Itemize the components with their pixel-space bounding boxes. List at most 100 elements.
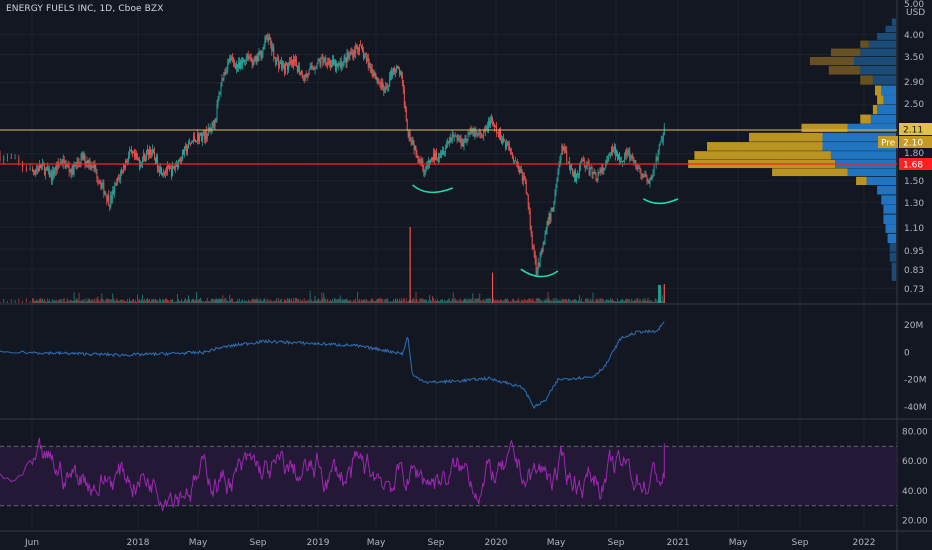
- volume-bar: [260, 299, 262, 303]
- candle-body: [506, 142, 508, 145]
- volume-bar: [584, 298, 586, 303]
- candle-body: [148, 149, 149, 155]
- volume-bar: [209, 301, 211, 303]
- volume-bar: [203, 301, 205, 303]
- volume-bar: [323, 292, 325, 303]
- candle-body: [522, 176, 524, 182]
- candle-body: [613, 150, 615, 153]
- price-tick-label: 0.95: [904, 247, 924, 257]
- volume-bar: [261, 301, 263, 303]
- candle-body: [577, 174, 579, 176]
- candle-body: [572, 169, 574, 174]
- candle-body: [93, 164, 95, 168]
- pre-label-bg: [878, 136, 898, 148]
- horizontal-lines[interactable]: [0, 129, 897, 165]
- pattern-curve[interactable]: [520, 268, 559, 278]
- vp-bar-blue: [860, 48, 896, 57]
- candle-body: [158, 168, 159, 171]
- price-tick-label: 4.00: [904, 31, 924, 41]
- price-tick-label: 1.10: [904, 224, 924, 234]
- volume-bar: [294, 297, 296, 303]
- candle-body: [126, 160, 128, 163]
- candle-body: [519, 169, 521, 173]
- volume-bar: [165, 298, 166, 303]
- candle-body: [525, 181, 527, 194]
- candle-body: [365, 56, 367, 61]
- volume-bar: [77, 300, 79, 303]
- candle-body: [210, 127, 212, 130]
- volume-bar: [345, 299, 347, 303]
- volume-bar: [85, 298, 87, 303]
- candle-body: [623, 160, 625, 162]
- candle-body: [510, 152, 512, 154]
- candle-body: [573, 173, 575, 177]
- volume-bar: [36, 300, 38, 303]
- volume-bar: [632, 301, 634, 303]
- volume-bar: [60, 299, 62, 303]
- candle-body: [366, 58, 368, 61]
- candle-body: [205, 130, 207, 140]
- volume-bar: [205, 300, 207, 303]
- candle-body: [606, 160, 608, 162]
- volume-bar: [167, 299, 168, 303]
- candle-body: [235, 65, 237, 69]
- volume-bar: [611, 300, 613, 303]
- volume-bar: [448, 298, 450, 303]
- volume-bar: [550, 299, 552, 303]
- pre-price-tag-bg: [899, 136, 932, 148]
- candle-body: [590, 167, 592, 169]
- volume-bar: [199, 299, 200, 303]
- volume-bar: [525, 299, 527, 303]
- volume-bar: [207, 300, 209, 303]
- volume-bar: [610, 298, 612, 303]
- candle-body: [564, 146, 566, 153]
- pattern-curve[interactable]: [412, 184, 454, 194]
- candle-body: [548, 213, 550, 225]
- volume-bar: [513, 300, 515, 303]
- volume-bar: [196, 292, 197, 303]
- volume-bar: [232, 298, 234, 303]
- volume-bar: [231, 298, 233, 303]
- candle-body: [10, 157, 12, 159]
- candle-body: [281, 61, 283, 68]
- volume-bar: [64, 301, 66, 303]
- volume-bar: [507, 300, 509, 303]
- candle-body: [139, 159, 140, 167]
- candle-body: [398, 69, 400, 74]
- volume-bar: [528, 298, 530, 303]
- candle-body: [380, 83, 382, 88]
- candle-body: [318, 60, 320, 62]
- candle-body: [217, 99, 219, 105]
- volume-bar: [460, 299, 462, 303]
- candle-body: [503, 140, 505, 142]
- candle-body: [46, 167, 48, 171]
- pattern-curve[interactable]: [643, 198, 679, 205]
- candle-body: [418, 158, 420, 162]
- candle-body: [240, 61, 242, 65]
- volume-bar: [354, 300, 356, 303]
- volume-bar: [422, 298, 424, 303]
- candle-body: [441, 150, 443, 155]
- candle-body: [336, 63, 338, 67]
- candle-body: [562, 145, 564, 150]
- candle-body: [99, 181, 101, 183]
- candle-body: [172, 166, 173, 177]
- volume-bar: [309, 290, 311, 303]
- volume-bar: [612, 298, 614, 303]
- volume-bar: [480, 300, 482, 303]
- pattern-curves[interactable]: [412, 184, 679, 278]
- volume-bar: [300, 301, 302, 303]
- volume-bar: [262, 300, 264, 303]
- volume-bar: [317, 298, 319, 303]
- candle-body: [627, 152, 629, 156]
- candle-body: [394, 67, 395, 73]
- volume-bar: [640, 300, 642, 303]
- candle-body: [512, 157, 514, 161]
- volume-spike: [658, 285, 661, 303]
- volume-bar: [401, 300, 403, 303]
- volume-bar: [458, 300, 460, 303]
- volume-bar: [65, 301, 67, 303]
- volume-bar: [214, 299, 216, 303]
- candle-body: [153, 149, 154, 152]
